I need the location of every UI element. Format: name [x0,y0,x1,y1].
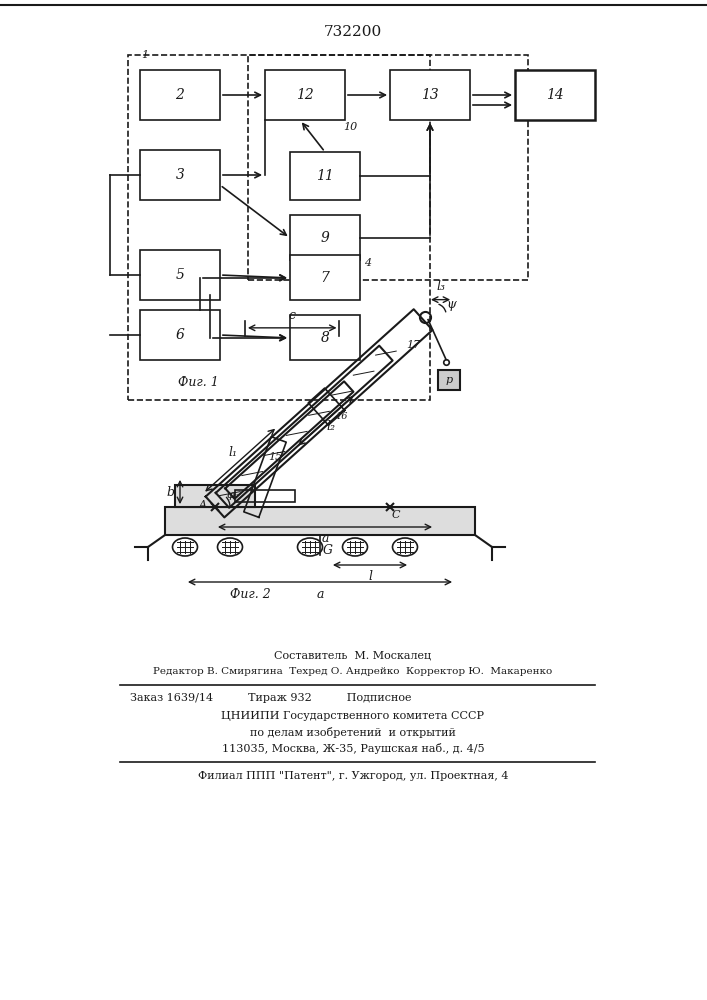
Bar [165,507,475,535]
Text: Заказ 1639/14          Тираж 932          Подписное: Заказ 1639/14 Тираж 932 Подписное [130,693,411,703]
Text: ψ: ψ [446,298,456,311]
Bar [515,70,595,120]
Bar [290,315,360,360]
Text: 4: 4 [364,258,372,268]
Text: Фиг. 1: Фиг. 1 [177,376,218,389]
Bar [140,250,220,300]
Text: 10: 10 [343,122,357,132]
Bar [140,310,220,360]
Text: 13: 13 [421,88,439,102]
Text: 1: 1 [141,50,148,60]
Text: 2: 2 [175,88,185,102]
Text: 6: 6 [175,328,185,342]
Bar [175,485,255,507]
Text: 7: 7 [320,271,329,285]
Bar [140,70,220,120]
Text: l₁: l₁ [229,446,238,459]
Bar [290,152,360,200]
Text: l₂: l₂ [327,420,336,433]
Bar [140,150,220,200]
Bar [290,255,360,300]
Text: 8: 8 [320,331,329,345]
Text: 11: 11 [316,169,334,183]
Bar [128,55,430,400]
Bar [265,70,345,120]
Text: A: A [199,500,207,510]
Bar [390,70,470,120]
Bar [438,370,460,390]
Bar [235,490,295,502]
Text: a: a [321,532,329,546]
Text: 17: 17 [406,340,420,350]
Text: 732200: 732200 [324,25,382,39]
Text: 113035, Москва, Ж-35, Раушская наб., д. 4/5: 113035, Москва, Ж-35, Раушская наб., д. … [222,742,484,754]
Text: 16: 16 [335,412,348,421]
Text: Фиг. 2: Фиг. 2 [230,588,270,601]
Text: 15: 15 [268,452,282,462]
Text: φ₀: φ₀ [227,490,239,500]
Bar [290,215,360,260]
Text: l: l [368,570,372,584]
Text: l₃: l₃ [436,280,445,293]
Text: c: c [288,309,296,322]
Text: C: C [392,510,400,520]
Text: 3: 3 [175,168,185,182]
Text: 9: 9 [320,231,329,245]
Text: Редактор В. Смирягина  Техред О. Андрейко  Корректор Ю.  Макаренко: Редактор В. Смирягина Техред О. Андрейко… [153,668,553,676]
Text: Филиал ППП "Патент", г. Ужгород, ул. Проектная, 4: Филиал ППП "Патент", г. Ужгород, ул. Про… [198,771,508,781]
Text: 5: 5 [175,268,185,282]
Text: Составитель  М. Москалец: Составитель М. Москалец [274,650,431,660]
Text: b: b [166,486,174,498]
Bar [248,55,528,280]
Text: 12: 12 [296,88,314,102]
Text: по делам изобретений  и открытий: по делам изобретений и открытий [250,726,456,738]
Text: ЦНИИПИ Государственного комитета СССР: ЦНИИПИ Государственного комитета СССР [221,711,484,721]
Text: p: p [445,375,452,385]
Text: 14: 14 [546,88,564,102]
Text: G: G [323,544,333,556]
Text: a: a [316,587,324,600]
